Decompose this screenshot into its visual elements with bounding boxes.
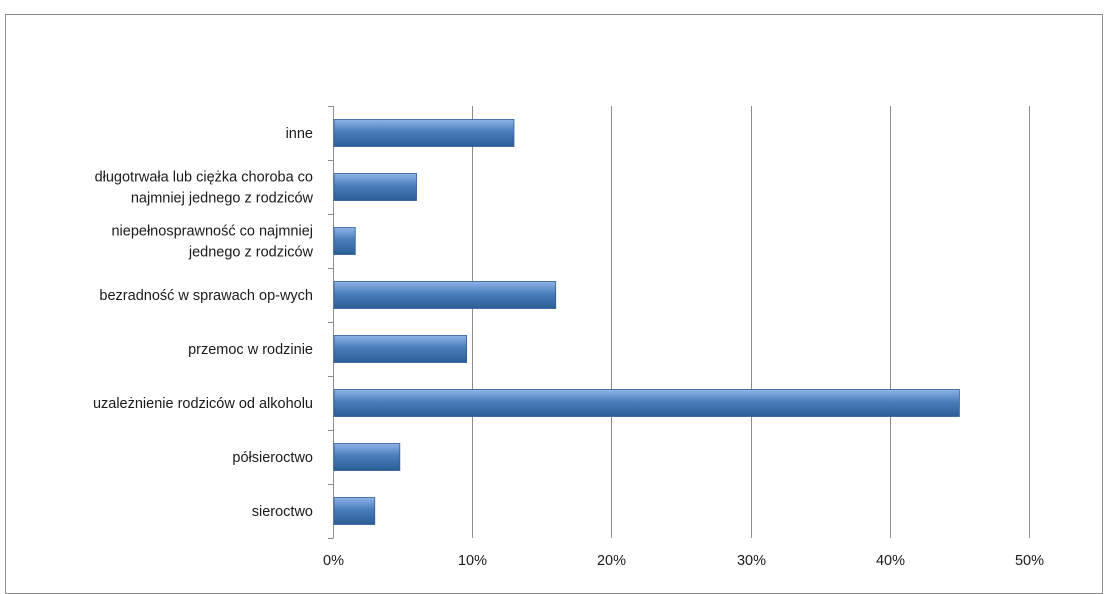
x-tick-label: 0% <box>323 553 344 569</box>
bars <box>333 119 960 525</box>
bar <box>333 119 515 147</box>
bar <box>333 443 401 471</box>
bar <box>333 497 376 525</box>
bar <box>333 173 417 201</box>
category-label: bezradność w sprawach op-wych <box>99 288 313 304</box>
x-tick-label: 30% <box>737 553 766 569</box>
category-label: długotrwała lub ciężka choroba co najmnie… <box>95 170 314 207</box>
axes <box>328 106 334 539</box>
category-label: uzależnienie rodziców od alkoholu <box>93 396 313 412</box>
x-tick-label: 10% <box>458 553 487 569</box>
category-label: niepełnosprawność co najmniej jednego z r… <box>111 224 313 261</box>
x-tick-label: 40% <box>876 553 905 569</box>
x-tick-labels: 0% 10% 20% 30% 40% 50% <box>323 553 1044 569</box>
category-label: sieroctwo <box>252 504 313 520</box>
x-tick-label: 20% <box>597 553 626 569</box>
gridlines <box>472 106 1030 538</box>
category-label: przemoc w rodzinie <box>188 342 313 358</box>
category-label: półsieroctwo <box>232 450 313 466</box>
bar <box>333 389 960 417</box>
category-label: inne <box>286 126 313 142</box>
bar <box>333 335 468 363</box>
bar <box>333 227 356 255</box>
category-labels: inne długotrwała lub ciężka choroba co naj… <box>93 126 314 520</box>
bar <box>333 281 557 309</box>
x-tick-label: 50% <box>1015 553 1044 569</box>
